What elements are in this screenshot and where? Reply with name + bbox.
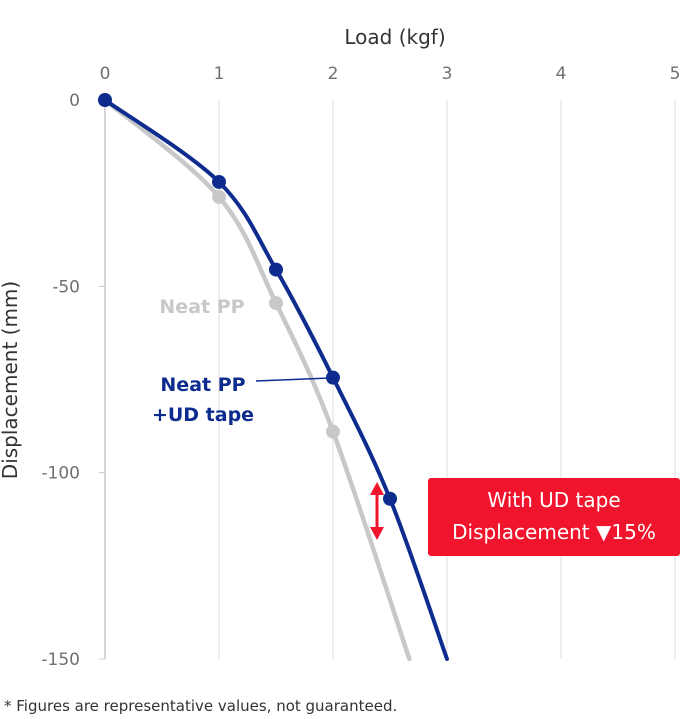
series-label-neat-pp-ud-tape: Neat PP +UD tape <box>152 374 254 426</box>
x-tick-label: 2 <box>328 64 339 84</box>
x-tick-label: 0 <box>100 64 111 84</box>
callout-line-1: With UD tape <box>487 488 620 512</box>
series-line-neat-pp-ud-tape <box>103 98 449 661</box>
series-layer <box>98 93 449 662</box>
data-point-neat-pp-ud-tape-4 <box>383 491 397 506</box>
data-point-neat-pp-ud-tape-0 <box>98 93 112 107</box>
y-tick-label: -150 <box>41 650 80 670</box>
data-point-neat-pp-2 <box>269 296 283 311</box>
y-axis-ticks: 0 -50 -100 -150 <box>41 91 105 670</box>
data-point-neat-pp-ud-tape-1 <box>212 174 226 189</box>
data-point-neat-pp-3 <box>326 424 340 439</box>
y-tick-label: -50 <box>52 277 80 297</box>
callout-line-2: Displacement ▼15% <box>452 520 656 544</box>
series-line-neat-pp <box>102 97 412 662</box>
displacement-arrow <box>370 482 384 540</box>
x-tick-label: 4 <box>556 64 567 84</box>
grid-lines <box>218 100 676 659</box>
footnote: * Figures are representative values, not… <box>4 697 397 715</box>
y-axis-title: Displacement (mm) <box>0 281 22 479</box>
y-tick-label: -100 <box>41 464 80 484</box>
data-point-neat-pp-1 <box>212 189 226 204</box>
data-point-neat-pp-ud-tape-2 <box>269 262 283 277</box>
callout-box: With UD tape Displacement ▼15% <box>428 478 680 556</box>
series-label-neat-pp: Neat PP <box>159 296 244 318</box>
x-tick-label: 5 <box>670 64 681 84</box>
data-point-neat-pp-ud-tape-3 <box>326 370 340 385</box>
series-label-leader-line <box>255 377 331 382</box>
x-tick-label: 3 <box>442 64 453 84</box>
series-label-ud-line-1: Neat PP <box>160 374 245 396</box>
x-tick-label: 1 <box>214 64 225 84</box>
series-label-ud-line-2: +UD tape <box>152 404 254 426</box>
x-axis-ticks: 0 1 2 3 4 5 <box>100 64 681 84</box>
x-axis-title: Load (kgf) <box>344 25 445 49</box>
y-tick-label: 0 <box>69 91 80 111</box>
